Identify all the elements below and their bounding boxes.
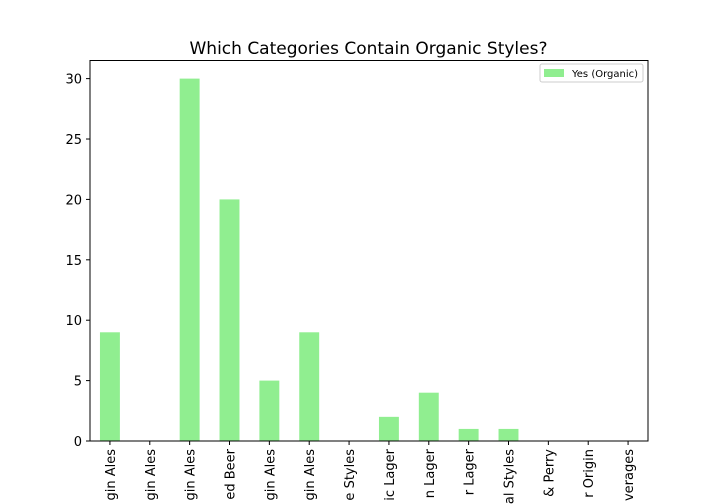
y-axis: 0 5 10 15 20 25 30 [65,73,90,450]
legend-label: Yes (Organic) [571,69,638,80]
y-tick-label: 10 [65,314,82,329]
x-tick-label: ic Lager [383,448,398,500]
x-tick-label: r Lager [463,448,478,495]
bar [498,428,519,441]
x-tick-label: verages [622,449,637,501]
x-tick-label: gin Ales [184,449,199,501]
y-tick-label: 30 [65,73,82,88]
x-tick-label: gin Ales [104,449,119,501]
x-tick-label: al Styles [503,449,518,504]
x-tick-label: e Styles [343,449,358,501]
plot-frame [89,60,649,442]
bar [99,332,120,441]
bar [259,380,280,441]
chart-title: Which Categories Contain Organic Styles? [189,39,547,59]
bar [458,428,479,441]
y-tick-label: 20 [65,193,82,208]
legend: Yes (Organic) [539,63,644,83]
x-tick-label: ed Beer [224,448,239,499]
legend-box [539,63,644,83]
bar [219,199,240,441]
bar [299,332,320,441]
x-tick-label: gin Ales [263,449,278,501]
bar [378,416,399,441]
x-tick-label: & Perry [542,449,557,497]
bar [418,392,439,441]
bars-group [99,78,519,441]
legend-swatch [544,69,564,77]
x-tick-label: n Lager [423,448,438,498]
x-tick-label: gin Ales [303,449,318,501]
bar [179,78,200,441]
y-tick-label: 5 [74,375,82,390]
y-tick-label: 25 [65,133,82,148]
x-tick-label: gin Ales [144,449,159,501]
x-tick-label: r Origin [582,449,597,498]
y-tick-label: 0 [74,435,82,450]
x-axis: gin Ales gin Ales gin Ales ed Beer gin Ales g… [104,441,637,504]
y-tick-label: 15 [65,254,82,269]
